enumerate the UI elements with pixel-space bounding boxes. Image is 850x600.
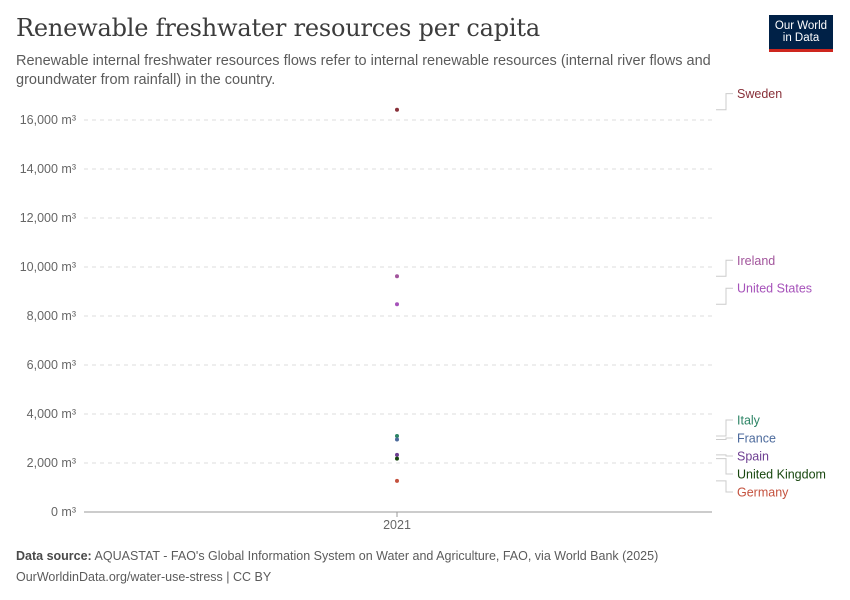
y-tick-label: 10,000 m³ [20, 260, 76, 274]
chart-subtitle: Renewable internal freshwater resources … [16, 53, 711, 88]
y-tick-label: 16,000 m³ [20, 113, 76, 127]
owid-logo[interactable]: Our World in Data [769, 15, 833, 52]
data-point-united-kingdom [395, 456, 399, 461]
data-point-sweden [395, 107, 399, 112]
data-points [395, 107, 399, 483]
series-label-united-kingdom: United Kingdom [737, 468, 826, 482]
series-label-sweden: Sweden [737, 87, 782, 101]
chart-title: Renewable freshwater resources per capit… [16, 14, 540, 42]
logo-line-2: in Data [782, 32, 820, 44]
label-connector [716, 259, 733, 277]
label-connector [716, 437, 733, 440]
series-label-ireland: Ireland [737, 254, 775, 268]
data-source-text: AQUASTAT - FAO's Global Information Syst… [94, 549, 659, 563]
data-source: Data source: AQUASTAT - FAO's Global Inf… [16, 549, 658, 563]
series-label-france: France [737, 432, 776, 446]
scatter-chart: 0 m³ 2,000 m³ 4,000 m³ 6,000 m³ 8,000 m³ 10,0… [20, 87, 826, 532]
y-tick-label: 8,000 m³ [27, 309, 76, 323]
data-point-spain [395, 452, 399, 457]
series-label-spain: Spain [737, 450, 769, 464]
y-tick-label: 6,000 m³ [27, 358, 76, 372]
data-point-united-states [395, 302, 399, 307]
label-connector [716, 287, 733, 305]
label-connector [716, 419, 733, 437]
label-connector [716, 454, 733, 457]
series-label-united-states: United States [737, 282, 812, 296]
footer-url[interactable]: OurWorldinData.org/water-use-stress | CC… [16, 570, 272, 584]
y-tick-label: 0 m³ [51, 505, 76, 519]
data-point-germany [395, 478, 399, 483]
data-point-italy [395, 434, 399, 439]
y-tick-label: 2,000 m³ [27, 456, 76, 470]
y-tick-label: 14,000 m³ [20, 162, 76, 176]
series-label-italy: Italy [737, 414, 761, 428]
data-point-france [395, 437, 399, 442]
label-connector [716, 93, 733, 111]
label-connector [716, 458, 733, 475]
y-tick-label: 4,000 m³ [27, 407, 76, 421]
axes: 0 m³ 2,000 m³ 4,000 m³ 6,000 m³ 8,000 m³ 10,0… [20, 113, 712, 532]
data-source-label: Data source: [16, 549, 92, 563]
label-connector [716, 480, 733, 493]
data-point-ireland [395, 274, 399, 279]
series-label-germany: Germany [737, 486, 789, 500]
x-tick-label: 2021 [383, 518, 411, 532]
y-tick-label: 12,000 m³ [20, 211, 76, 225]
logo-line-1: Our World [774, 20, 828, 32]
series-labels: Sweden Ireland United States Italy France Spa… [716, 87, 826, 500]
grid-lines [84, 119, 712, 464]
